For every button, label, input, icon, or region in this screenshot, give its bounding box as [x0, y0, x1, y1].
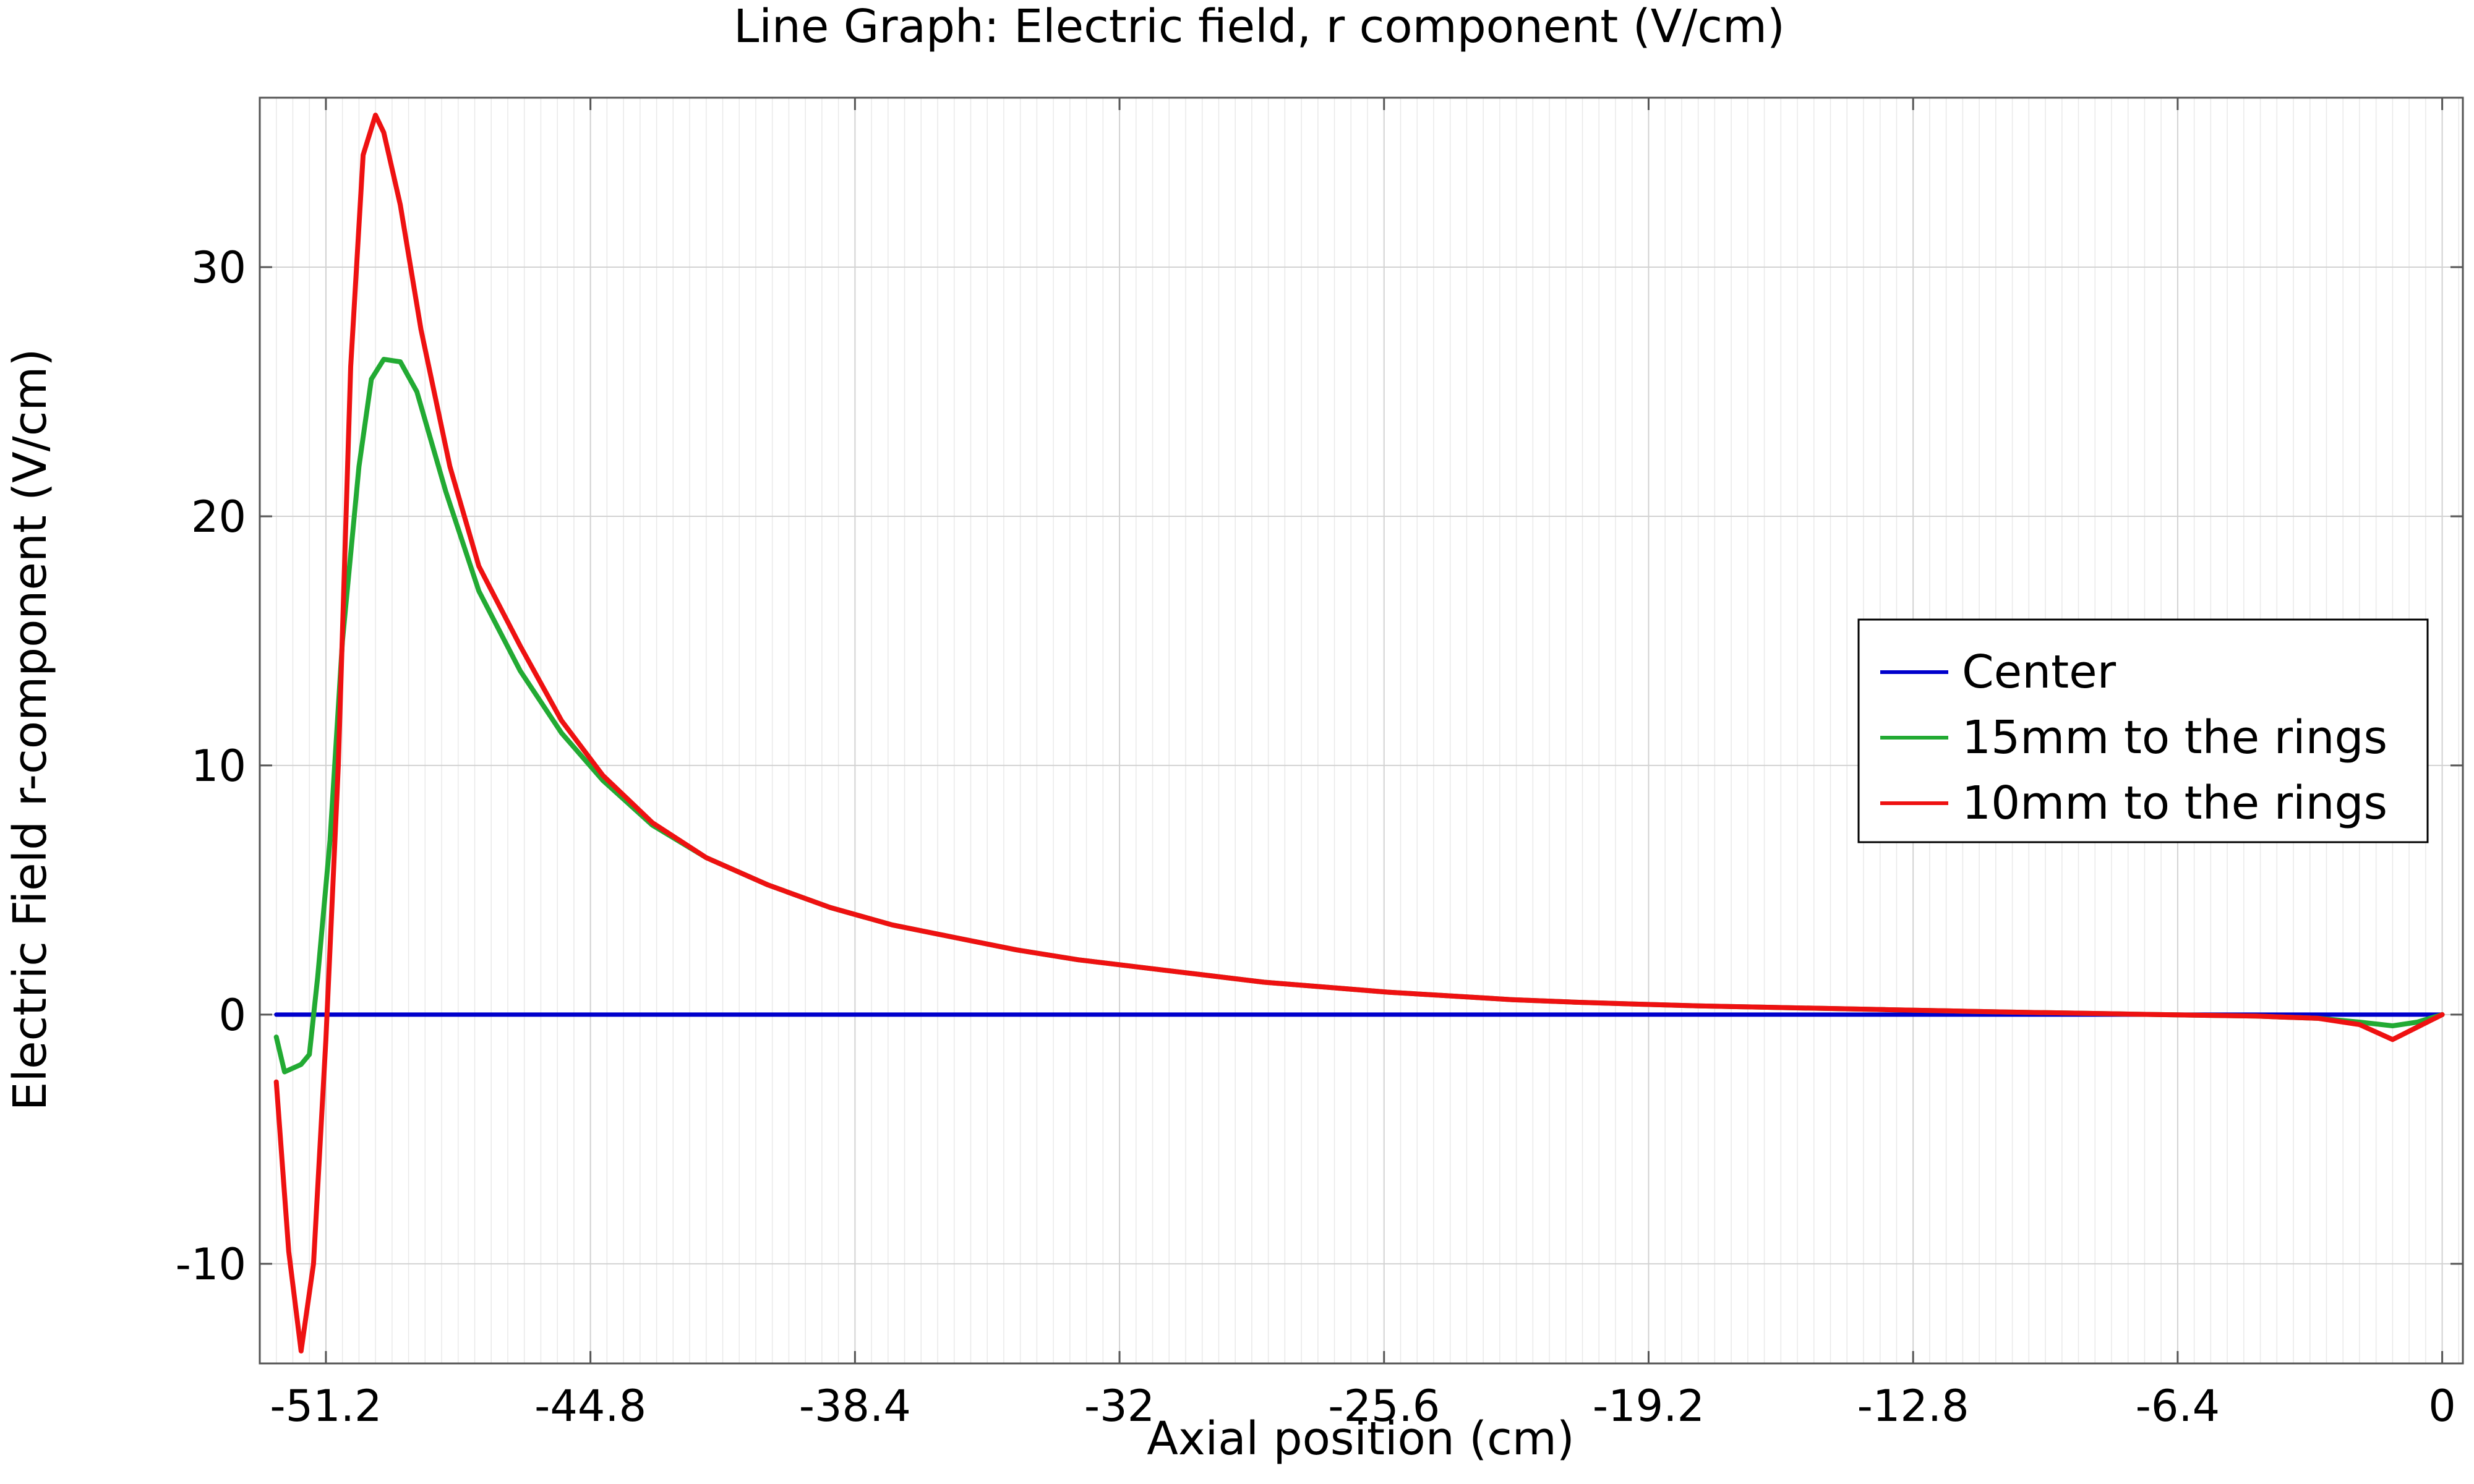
y-tick-label: -10 [176, 1239, 246, 1290]
series-layer [273, 113, 2445, 1354]
x-tick-label: -19.2 [1593, 1381, 1705, 1431]
y-ticks: -10 0 10 20 30 [176, 242, 2463, 1290]
x-tick-label: -44.8 [534, 1381, 646, 1431]
y-tick-label: 20 [191, 492, 246, 542]
y-axis-label: Electric Field r-component (V/cm) [4, 349, 57, 1111]
x-tick-label: -25.6 [1328, 1381, 1440, 1431]
x-tick-label: -51.2 [270, 1381, 382, 1431]
y-tick-label: 0 [218, 990, 246, 1041]
legend-label-3: 10mm to the rings [1962, 777, 2387, 830]
x-tick-label: -12.8 [1857, 1381, 1969, 1431]
x-axis-label: Axial position (cm) [1147, 1412, 1575, 1465]
chart-title: Line Graph: Electric field, r component … [734, 0, 1785, 53]
x-tick-label: -6.4 [2136, 1381, 2220, 1431]
x-tick-label: 0 [2428, 1381, 2456, 1431]
series-line-3 [273, 113, 2445, 1354]
legend-label-1: Center [1962, 646, 2117, 699]
legend-label-2: 15mm to the rings [1962, 711, 2387, 764]
y-tick-label: 10 [191, 741, 246, 791]
plot-frame [259, 96, 2464, 1365]
legend: Center 15mm to the rings 10mm to the rings [1857, 618, 2429, 843]
x-ticks: -51.2 -44.8 -38.4 -32 -25.6 -19.2 -12.8 -6.4 0 [270, 98, 2456, 1431]
x-tick-label: -38.4 [799, 1381, 911, 1431]
y-tick-label: 30 [191, 242, 246, 293]
legend-box [1857, 618, 2429, 843]
x-tick-label: -32 [1084, 1381, 1155, 1431]
